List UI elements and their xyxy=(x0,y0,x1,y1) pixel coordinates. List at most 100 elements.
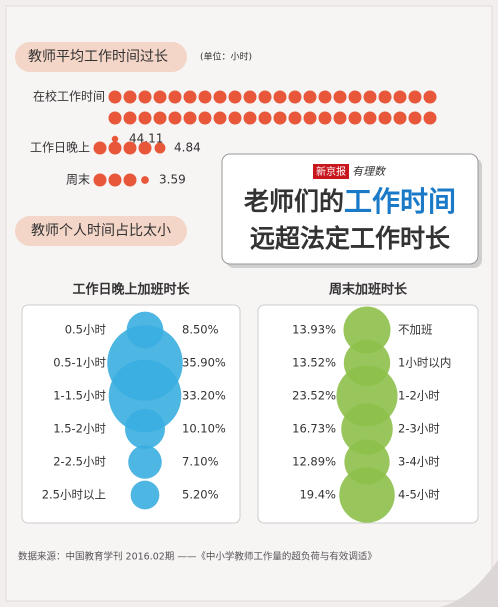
dot xyxy=(378,111,392,125)
dot xyxy=(154,142,166,154)
dot xyxy=(123,173,137,187)
dot xyxy=(168,90,182,104)
bubble xyxy=(124,408,166,450)
dot xyxy=(108,90,122,104)
bubble xyxy=(108,359,182,433)
dot xyxy=(138,141,152,155)
headline-line1: 老师们的工作时间 xyxy=(244,185,456,218)
source: 数据来源：中国教育学刊 2016.02期 ——《中小学教师工作量的超负荷与有效调… xyxy=(18,551,377,563)
section-title: 教师个人时间占比太小 xyxy=(31,223,171,239)
category-label: 工作日晚上 xyxy=(30,141,90,155)
bubble xyxy=(128,445,162,479)
logo: 新京报 xyxy=(316,165,346,178)
dot xyxy=(318,111,332,125)
dot xyxy=(333,111,347,125)
dot xyxy=(153,90,167,104)
bubble xyxy=(343,306,391,354)
value-label: 4.84 xyxy=(174,141,201,155)
value-label: 33.20% xyxy=(182,389,226,403)
dot xyxy=(123,111,137,125)
chart-title: 教师平均工作时间过长 xyxy=(28,49,168,65)
dot xyxy=(393,111,407,125)
dot xyxy=(288,111,302,125)
dot xyxy=(363,90,377,104)
section-pill xyxy=(15,216,187,246)
dot xyxy=(228,111,242,125)
dot xyxy=(228,90,242,104)
category-label: 4-5小时 xyxy=(398,488,440,502)
value-label: 13.52% xyxy=(292,356,336,370)
value-label: 8.50% xyxy=(182,323,219,337)
dot xyxy=(198,90,212,104)
category-label: 2-2.5小时 xyxy=(53,455,106,469)
category-label: 周末 xyxy=(66,173,90,187)
chart-title: 周末加班时长 xyxy=(329,282,408,298)
dot-bar xyxy=(108,90,437,143)
dot xyxy=(123,141,137,155)
dot xyxy=(141,176,149,184)
dot xyxy=(423,111,437,125)
bubble xyxy=(339,467,395,523)
headline-box xyxy=(221,153,479,265)
dot xyxy=(198,111,212,125)
category-label: 2-3小时 xyxy=(398,422,440,436)
dot xyxy=(258,111,272,125)
dot xyxy=(363,111,377,125)
logo-sub: 有理数 xyxy=(352,165,387,178)
dot xyxy=(138,90,152,104)
dot xyxy=(393,90,407,104)
dot xyxy=(348,111,362,125)
category-label: 1小时以内 xyxy=(398,356,451,370)
dot xyxy=(348,90,362,104)
category-label: 3-4小时 xyxy=(398,455,440,469)
value-label: 7.10% xyxy=(182,455,219,469)
value-label: 12.89% xyxy=(292,455,336,469)
chart-subtitle: (单位：小时) xyxy=(200,51,252,63)
dot xyxy=(153,111,167,125)
dot xyxy=(93,141,107,155)
dot xyxy=(213,111,227,125)
dot xyxy=(273,111,287,125)
dot xyxy=(123,90,137,104)
value-label: 16.73% xyxy=(292,422,336,436)
dot xyxy=(93,173,107,187)
dot xyxy=(111,135,119,143)
dot xyxy=(183,111,197,125)
dot xyxy=(168,111,182,125)
logo-badge xyxy=(313,164,349,179)
dot xyxy=(243,90,257,104)
value-label: 35.90% xyxy=(182,356,226,370)
dot xyxy=(423,90,437,104)
dot-bar xyxy=(93,173,149,187)
category-label: 0.5小时 xyxy=(65,323,107,337)
dot xyxy=(378,90,392,104)
category-label: 不加班 xyxy=(398,323,433,337)
dot xyxy=(183,90,197,104)
category-label: 0.5-1小时 xyxy=(53,356,106,370)
dot xyxy=(258,90,272,104)
value-label: 5.20% xyxy=(182,488,219,502)
dot xyxy=(273,90,287,104)
dot xyxy=(108,111,122,125)
headline-highlight: 工作时间 xyxy=(344,185,456,218)
bubble xyxy=(341,403,393,455)
dot xyxy=(303,90,317,104)
dot xyxy=(333,90,347,104)
bubble xyxy=(130,480,160,510)
category-label: 1-2小时 xyxy=(398,389,440,403)
dot xyxy=(288,90,302,104)
category-label: 2.5小时以上 xyxy=(42,488,106,502)
category-label: 1.5-2小时 xyxy=(53,422,106,436)
value-label: 19.4% xyxy=(299,488,336,502)
dot xyxy=(243,111,257,125)
value-label: 13.93% xyxy=(292,323,336,337)
value-label: 23.52% xyxy=(292,389,336,403)
dot xyxy=(138,111,152,125)
dot xyxy=(408,90,422,104)
category-label: 1-1.5小时 xyxy=(53,389,106,403)
dot xyxy=(108,141,122,155)
page-curl xyxy=(440,560,498,607)
dot xyxy=(318,90,332,104)
value-label: 3.59 xyxy=(159,173,186,187)
